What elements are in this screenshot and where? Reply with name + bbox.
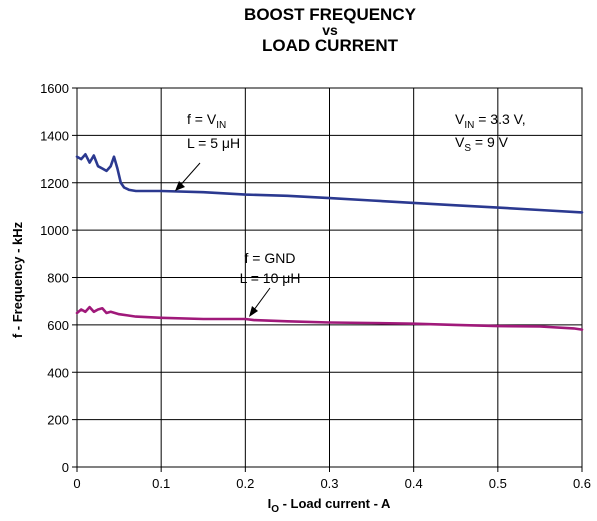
annotation-vin-line1-prefix: f = V (187, 111, 217, 127)
x-tick-label: 0.3 (320, 476, 338, 491)
annotation-conditions-vs-rest: = 9 V (471, 134, 509, 150)
x-tick-label: 0.1 (152, 476, 170, 491)
axis-ticks: 0 200 400 600 800 1000 1200 1400 1600 0 0.1 0.2 0.3 0… (40, 81, 591, 491)
y-tick-label: 1600 (40, 81, 69, 96)
x-axis-label-sub: O (271, 504, 279, 515)
y-tick-label: 1200 (40, 176, 69, 191)
annotation-vin-line2: L = 5 μH (187, 135, 240, 151)
title-line-3: LOAD CURRENT (262, 36, 398, 55)
x-tick-label: 0.2 (236, 476, 254, 491)
series-layer (75, 153, 584, 331)
x-axis-label-main: I (268, 496, 272, 511)
annotation-gnd-line2: L = 10 μH (240, 270, 301, 286)
y-tick-label: 600 (47, 318, 69, 333)
chart-title: BOOST FREQUENCY vs LOAD CURRENT (0, 6, 597, 54)
annotation-vin-line1: f = VIN (187, 111, 226, 131)
title-line-2: vs (322, 22, 338, 38)
annotation-conditions-vin-prefix: V (455, 111, 465, 127)
annotation-conditions-line1: VIN = 3.3 V, (455, 111, 526, 131)
annotation-vin-arrowhead (175, 181, 185, 191)
annotation-gnd-arrowhead (249, 306, 258, 317)
annotation-conditions-line2: VS = 9 V (455, 134, 509, 154)
y-tick-label: 1000 (40, 223, 69, 238)
annotation-conditions-vin-rest: = 3.3 V, (474, 111, 525, 127)
annotation-gnd-line1: f = GND (245, 250, 296, 266)
annotation-conditions-vs-prefix: V (455, 134, 465, 150)
annotation-vin: f = VIN L = 5 μH (175, 111, 240, 191)
annotation-vin-line1-sub: IN (216, 120, 226, 131)
x-axis-label: IO - Load current - A (268, 496, 391, 515)
x-tick-label: 0.6 (573, 476, 591, 491)
annotation-gnd: f = GND L = 10 μH (240, 250, 301, 317)
x-tick-label: 0.4 (405, 476, 423, 491)
annotation-conditions: VIN = 3.3 V, VS = 9 V (455, 111, 526, 154)
y-tick-label: 0 (62, 460, 69, 475)
x-axis-label-rest: - Load current - A (279, 496, 391, 511)
y-tick-label: 400 (47, 365, 69, 380)
annotation-conditions-vin-sub: IN (464, 120, 474, 131)
y-tick-label: 800 (47, 271, 69, 286)
title-line-1: BOOST FREQUENCY (244, 5, 416, 24)
annotation-conditions-vs-sub: S (464, 143, 471, 154)
y-tick-label: 1400 (40, 128, 69, 143)
series-line-vin (75, 153, 584, 214)
y-axis-label: f - Frequency - kHz (10, 221, 25, 338)
x-tick-label: 0.5 (489, 476, 507, 491)
series-line-gnd (75, 305, 584, 331)
y-tick-label: 200 (47, 413, 69, 428)
x-tick-label: 0 (73, 476, 80, 491)
